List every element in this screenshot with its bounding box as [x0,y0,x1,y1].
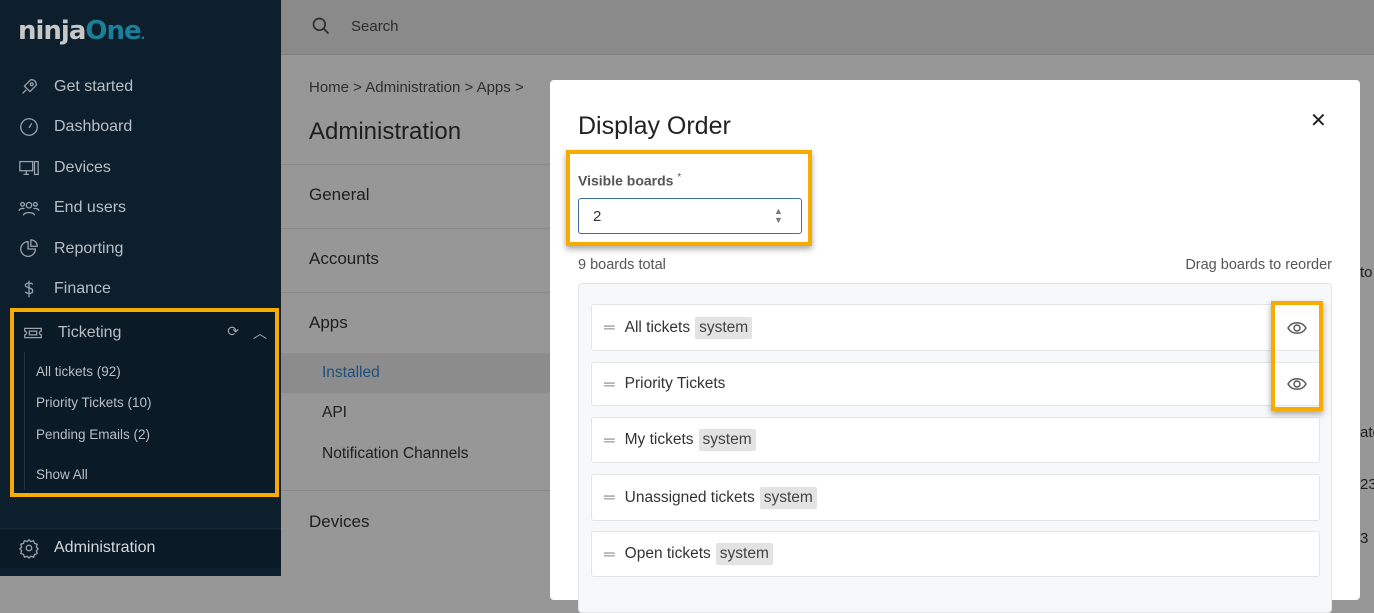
pie-chart-icon [20,239,38,257]
top-header: Search [281,0,1374,55]
ticketing-section: Ticketing ⟳ ︿ All tickets (92) Priority T… [10,308,279,497]
system-badge: system [698,429,756,451]
system-badge: system [695,316,753,339]
sidebar-item-reporting[interactable]: Reporting [18,238,123,260]
sidebar-item-get-started[interactable]: Get started [18,76,133,98]
boards-total: 9 boards total [578,257,666,273]
nav-general[interactable]: General [281,164,551,228]
devices-icon [19,160,39,176]
system-badge: system [759,486,817,509]
board-row[interactable]: ═ Open tickets system [591,531,1320,577]
board-row[interactable]: ═ Unassigned tickets system [591,474,1320,521]
gauge-icon [20,118,38,136]
drag-handle-icon[interactable]: ═ [604,489,615,506]
nav-api[interactable]: API [322,404,347,421]
highlight-box [1271,301,1323,411]
sidebar-subitem-priority-tickets[interactable]: Priority Tickets (10) [36,395,152,410]
ticket-icon [24,327,42,339]
divider [24,352,25,490]
sidebar-item-dashboard[interactable]: Dashboard [18,116,132,138]
sidebar-item-end-users[interactable]: End users [18,197,126,219]
sidebar-item-ticketing[interactable]: Ticketing ⟳ ︿ [22,322,267,344]
board-row[interactable]: ═ All tickets system [591,304,1320,351]
text-fragment: to [1360,264,1373,281]
number-stepper-icon[interactable]: ▲ ▼ [774,206,783,225]
page-title: Administration [309,118,462,145]
gear-icon [18,538,40,559]
sidebar: ninjaOne. Get started Dashboard Devices … [0,0,281,576]
boards-list: ═ All tickets system ═ Priority Tickets ═ My t… [578,283,1332,613]
search-input[interactable]: Search [311,16,399,36]
search-icon [312,17,330,35]
nav-accounts[interactable]: Accounts [281,228,551,292]
rocket-icon [22,79,37,94]
board-row[interactable]: ═ Priority Tickets [591,362,1320,406]
sidebar-show-all-link[interactable]: Show All [36,467,88,482]
highlight-box [566,150,812,246]
board-name: Priority Tickets [624,375,726,392]
text-fragment: ate [1360,424,1374,441]
sidebar-item-administration[interactable]: Administration [0,528,281,568]
nav-installed[interactable]: Installed [281,353,551,393]
board-name: My tickets [624,431,694,448]
visible-boards-input[interactable] [578,198,802,234]
drag-handle-icon[interactable]: ═ [604,431,615,449]
ninjaone-logo[interactable]: ninjaOne. [18,16,145,46]
sidebar-item-finance[interactable]: Finance [18,278,111,300]
drag-hint: Drag boards to reorder [1185,257,1332,273]
close-icon[interactable]: ✕ [1310,110,1327,132]
modal-title: Display Order [578,112,731,140]
display-order-modal: Display Order ✕ Visible boards * ▲▼ 9 bo… [550,80,1360,613]
users-icon [18,201,40,216]
dollar-icon [24,280,34,298]
text-fragment: 23 [1360,476,1374,493]
system-badge: system [715,543,773,565]
breadcrumb[interactable]: Home > Administration > Apps > [309,79,524,96]
chevron-up-icon[interactable]: ︿ [253,325,267,341]
drag-handle-icon[interactable]: ═ [604,375,615,393]
text-fragment: 3 [1360,530,1369,547]
nav-devices[interactable]: Devices [281,490,551,554]
sidebar-subitem-pending-emails[interactable]: Pending Emails (2) [36,427,151,442]
drag-handle-icon[interactable]: ═ [604,545,615,563]
visible-boards-label: Visible boards * [578,172,682,189]
sidebar-item-devices[interactable]: Devices [18,157,111,179]
nav-notification-channels[interactable]: Notification Channels [322,445,469,462]
refresh-icon[interactable]: ⟳ [227,323,239,339]
board-name: Open tickets [624,545,711,562]
eye-icon[interactable] [1287,321,1307,335]
eye-icon[interactable] [1287,377,1307,391]
board-name: All tickets [624,318,691,336]
nav-apps[interactable]: Apps [281,292,551,352]
board-row[interactable]: ═ My tickets system [591,417,1320,463]
sidebar-subitem-all-tickets[interactable]: All tickets (92) [36,364,121,379]
board-name: Unassigned tickets [624,488,755,506]
drag-handle-icon[interactable]: ═ [604,319,615,336]
